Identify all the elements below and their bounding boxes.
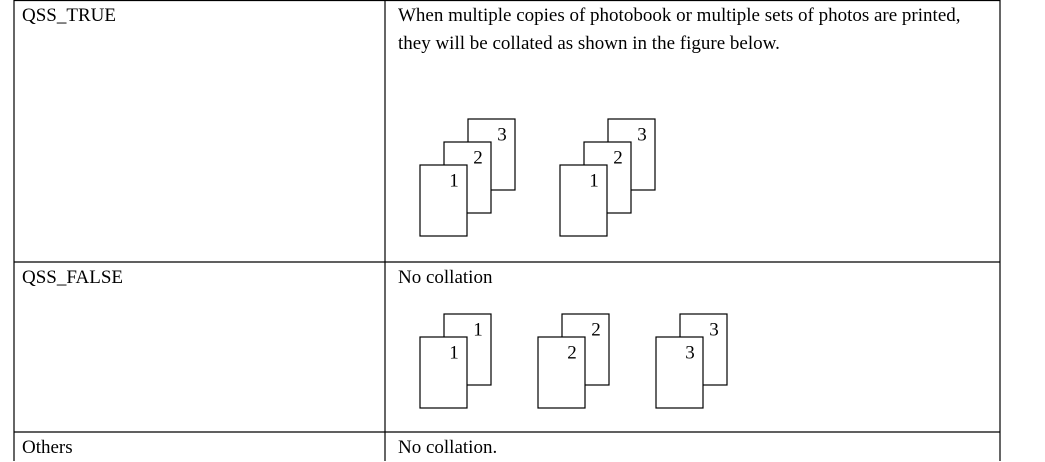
page-number: 1 — [449, 342, 459, 363]
cell: When multiple copies of photobook or mul… — [398, 5, 961, 54]
page-number: 3 — [685, 342, 695, 363]
page-number: 2 — [613, 147, 623, 168]
page-number: 2 — [473, 147, 483, 168]
borders — [13, 0, 1001, 461]
cell: No collation. — [398, 437, 498, 458]
page-number: 2 — [567, 342, 577, 363]
page-number: 1 — [449, 170, 459, 191]
cell: QSS_FALSE — [22, 267, 124, 288]
page-number: 3 — [497, 124, 507, 145]
page-number: 3 — [709, 319, 719, 340]
page-icon — [655, 336, 704, 409]
page-number: 1 — [473, 319, 483, 340]
page-number: 1 — [589, 170, 599, 191]
page-icon — [419, 336, 468, 409]
page-icon — [559, 164, 608, 237]
page-number: 3 — [637, 124, 647, 145]
page-number: 2 — [591, 319, 601, 340]
page-icon — [419, 164, 468, 237]
page-icon — [537, 336, 586, 409]
cell: QSS_TRUE — [22, 5, 116, 26]
cell: No collation — [398, 267, 493, 288]
cell: Others — [22, 437, 73, 458]
